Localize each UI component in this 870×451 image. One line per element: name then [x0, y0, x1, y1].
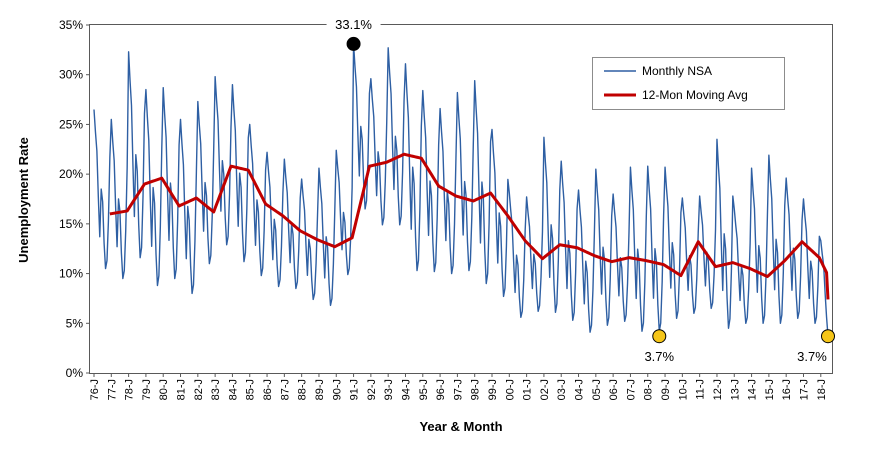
x-tick-label: 78-J	[124, 379, 136, 400]
x-tick-label: 97-J	[452, 379, 464, 400]
low-marker	[821, 329, 835, 344]
x-tick-label: 93-J	[383, 379, 395, 400]
low-annotation-label: 3.7%	[644, 349, 674, 364]
series-line-12-mon-moving-avg	[109, 152, 830, 300]
x-tick-label: 87-J	[279, 379, 291, 400]
legend-label-monthly-nsa: Monthly NSA	[642, 64, 712, 78]
y-axis-title: Unemployment Rate	[16, 137, 31, 263]
x-tick-label: 17-J	[798, 379, 810, 400]
y-tick-label: 35%	[59, 18, 83, 32]
x-tick-label: 08-J	[643, 379, 655, 400]
x-tick-label: 09-J	[660, 379, 672, 400]
x-tick-label: 82-J	[193, 379, 205, 400]
x-tick-label: 92-J	[366, 379, 378, 400]
y-tick-label: 20%	[59, 167, 83, 181]
x-tick-label: 88-J	[297, 379, 309, 400]
y-tick-label: 5%	[66, 316, 84, 330]
x-tick-label: 14-J	[747, 379, 759, 400]
low-annotation-label: 3.7%	[797, 349, 827, 364]
annotations: 33.1% 3.7% 3.7%	[326, 13, 835, 364]
y-tick-label: 10%	[59, 267, 83, 281]
x-tick-label: 91-J	[349, 379, 361, 400]
x-tick-label: 94-J	[400, 379, 412, 400]
x-tick-label: 99-J	[487, 379, 499, 400]
x-tick-label: 18-J	[816, 379, 828, 400]
x-tick-label: 04-J	[574, 379, 586, 400]
legend-label-moving-avg: 12-Mon Moving Avg	[642, 88, 748, 102]
x-tick-label: 02-J	[539, 379, 551, 400]
x-tick-label: 10-J	[677, 379, 689, 400]
x-tick-label: 12-J	[712, 379, 724, 400]
x-tick-label: 07-J	[625, 379, 637, 400]
legend: Monthly NSA 12-Mon Moving Avg	[592, 57, 785, 110]
peak-annotation-label: 33.1%	[335, 17, 372, 32]
x-tick-label: 13-J	[729, 379, 741, 400]
x-axis: 76-J 77-J 78-J 79-J 80-J 81-J 82-J 83-J 84-J 85-J…	[89, 373, 828, 400]
x-tick-label: 05-J	[591, 379, 603, 400]
legend-box	[592, 57, 785, 110]
x-tick-label: 11-J	[695, 379, 707, 400]
x-axis-title: Year & Month	[419, 419, 502, 434]
x-tick-label: 81-J	[176, 379, 188, 400]
series-line-monthly-nsa	[93, 43, 829, 337]
x-tick-label: 15-J	[764, 379, 776, 400]
x-tick-label: 96-J	[435, 379, 447, 400]
x-tick-label: 80-J	[158, 379, 170, 400]
x-tick-label: 76-J	[89, 379, 101, 400]
y-tick-label: 0%	[66, 366, 84, 380]
y-axis: 0% 5% 10% 15% 20% 25% 30% 35%	[59, 18, 90, 380]
peak-marker	[346, 36, 361, 51]
x-tick-label: 90-J	[331, 379, 343, 400]
x-tick-label: 01-J	[522, 379, 534, 400]
x-tick-label: 84-J	[227, 379, 239, 400]
peak-label-bg	[326, 13, 381, 35]
x-tick-label: 16-J	[781, 379, 793, 400]
x-tick-label: 89-J	[314, 379, 326, 400]
y-tick-label: 15%	[59, 217, 83, 231]
low-marker	[652, 329, 667, 344]
x-tick-label: 77-J	[106, 379, 118, 400]
x-tick-label: 79-J	[141, 379, 153, 400]
y-tick-label: 30%	[59, 68, 83, 82]
y-tick-label: 25%	[59, 117, 83, 131]
x-tick-label: 03-J	[556, 379, 568, 400]
x-tick-label: 86-J	[262, 379, 274, 400]
x-tick-label: 95-J	[418, 379, 430, 400]
x-tick-label: 85-J	[245, 379, 257, 400]
x-tick-label: 00-J	[504, 379, 516, 400]
x-tick-label: 98-J	[470, 379, 482, 400]
series-layer	[93, 43, 830, 337]
x-tick-label: 83-J	[210, 379, 222, 400]
x-tick-label: 06-J	[608, 379, 620, 400]
